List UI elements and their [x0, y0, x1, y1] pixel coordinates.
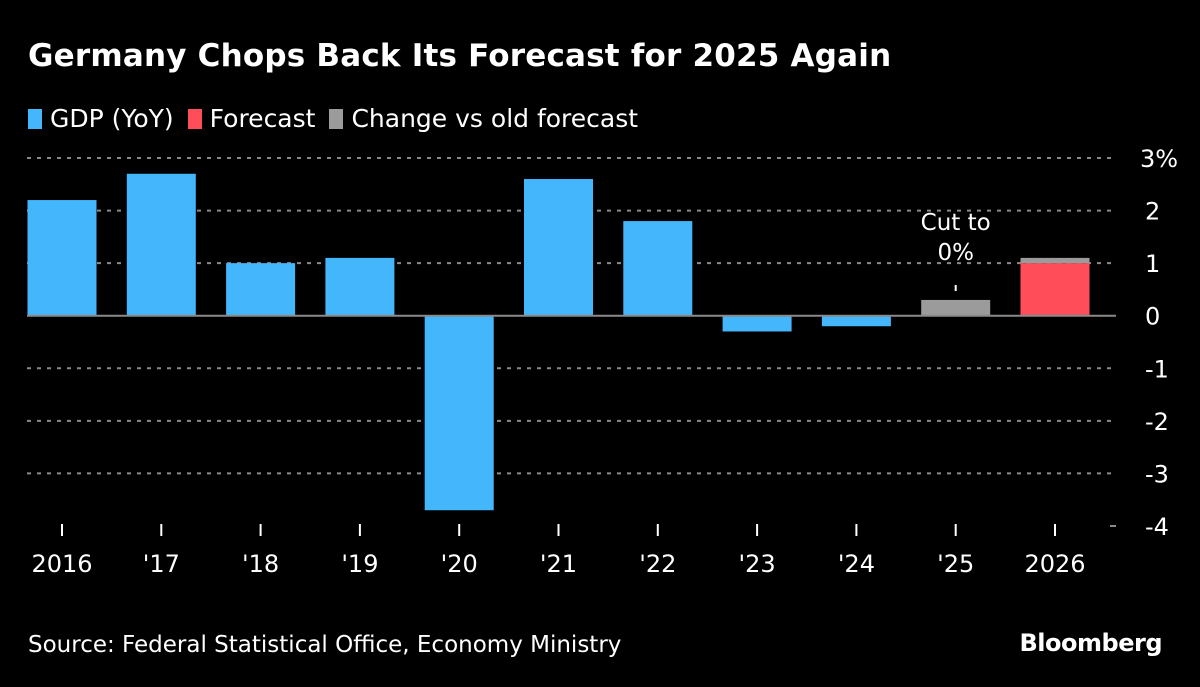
bar-gdp-yoy	[524, 179, 593, 316]
annotation-text: 0%	[937, 240, 974, 266]
legend: GDP (YoY) Forecast Change vs old forecas…	[28, 104, 652, 133]
bar-gdp-yoy	[27, 200, 97, 316]
y-tick-label: 2	[1145, 198, 1160, 226]
legend-item-gdp: GDP (YoY)	[28, 104, 174, 133]
x-tick-label: 2026	[1024, 550, 1085, 578]
x-tick-label: '23	[739, 550, 776, 578]
x-tick-label: '22	[639, 550, 676, 578]
annotations: Cut to 0%	[921, 210, 991, 291]
legend-item-forecast: Forecast	[187, 104, 316, 133]
legend-swatch-forecast	[187, 108, 202, 129]
bar-gdp-yoy	[424, 315, 494, 511]
y-tick-label: 3%	[1140, 145, 1178, 173]
legend-label-change: Change vs old forecast	[351, 104, 639, 133]
bar-change-vs-old-forecast	[1020, 257, 1090, 264]
annotation-text: Cut to	[921, 210, 991, 236]
bar-gdp-yoy	[623, 221, 693, 316]
legend-swatch-change	[329, 108, 344, 129]
bar-forecast	[1020, 263, 1090, 316]
y-tick-label: -1	[1145, 355, 1169, 383]
x-tick-label: '25	[937, 550, 974, 578]
y-tick-label: 1	[1145, 250, 1160, 278]
legend-label-gdp: GDP (YoY)	[50, 104, 174, 133]
y-tick-label: -2	[1145, 408, 1169, 436]
bloomberg-logo: Bloomberg	[1019, 629, 1163, 657]
x-tick-label: '21	[540, 550, 577, 578]
y-tick-label: 0	[1145, 303, 1160, 331]
x-tick-label: 2016	[31, 550, 92, 578]
legend-swatch-gdp	[28, 108, 42, 129]
bar-gdp-yoy	[325, 257, 395, 316]
y-tick-label: -4	[1145, 513, 1169, 541]
legend-label-forecast: Forecast	[209, 104, 316, 133]
bar-gdp-yoy	[722, 315, 792, 332]
x-tick-label: '18	[242, 550, 279, 578]
bar-change-vs-old-forecast	[921, 299, 991, 316]
x-tick-label: '20	[441, 550, 478, 578]
bar-gdp-yoy	[126, 173, 196, 316]
y-tick-label: -3	[1145, 460, 1169, 488]
x-axis: 2016 '17 '18 '19 '20 '21 '22 '23 '24 '25 2026	[31, 524, 1086, 578]
gridlines	[27, 157, 1116, 527]
bar-gdp-yoy	[226, 263, 296, 316]
legend-item-change: Change vs old forecast	[329, 104, 638, 133]
chart-title: Germany Chops Back Its Forecast for 2025…	[28, 38, 892, 74]
bars	[27, 173, 1090, 511]
x-tick-label: '24	[838, 550, 875, 578]
y-axis: 3% 2 1 0 -1 -2 -3 -4	[1140, 145, 1178, 541]
bar-gdp-yoy	[821, 315, 891, 327]
x-tick-label: '17	[143, 550, 180, 578]
x-tick-label: '19	[341, 550, 378, 578]
source-note: Source: Federal Statistical Office, Econ…	[28, 632, 622, 658]
